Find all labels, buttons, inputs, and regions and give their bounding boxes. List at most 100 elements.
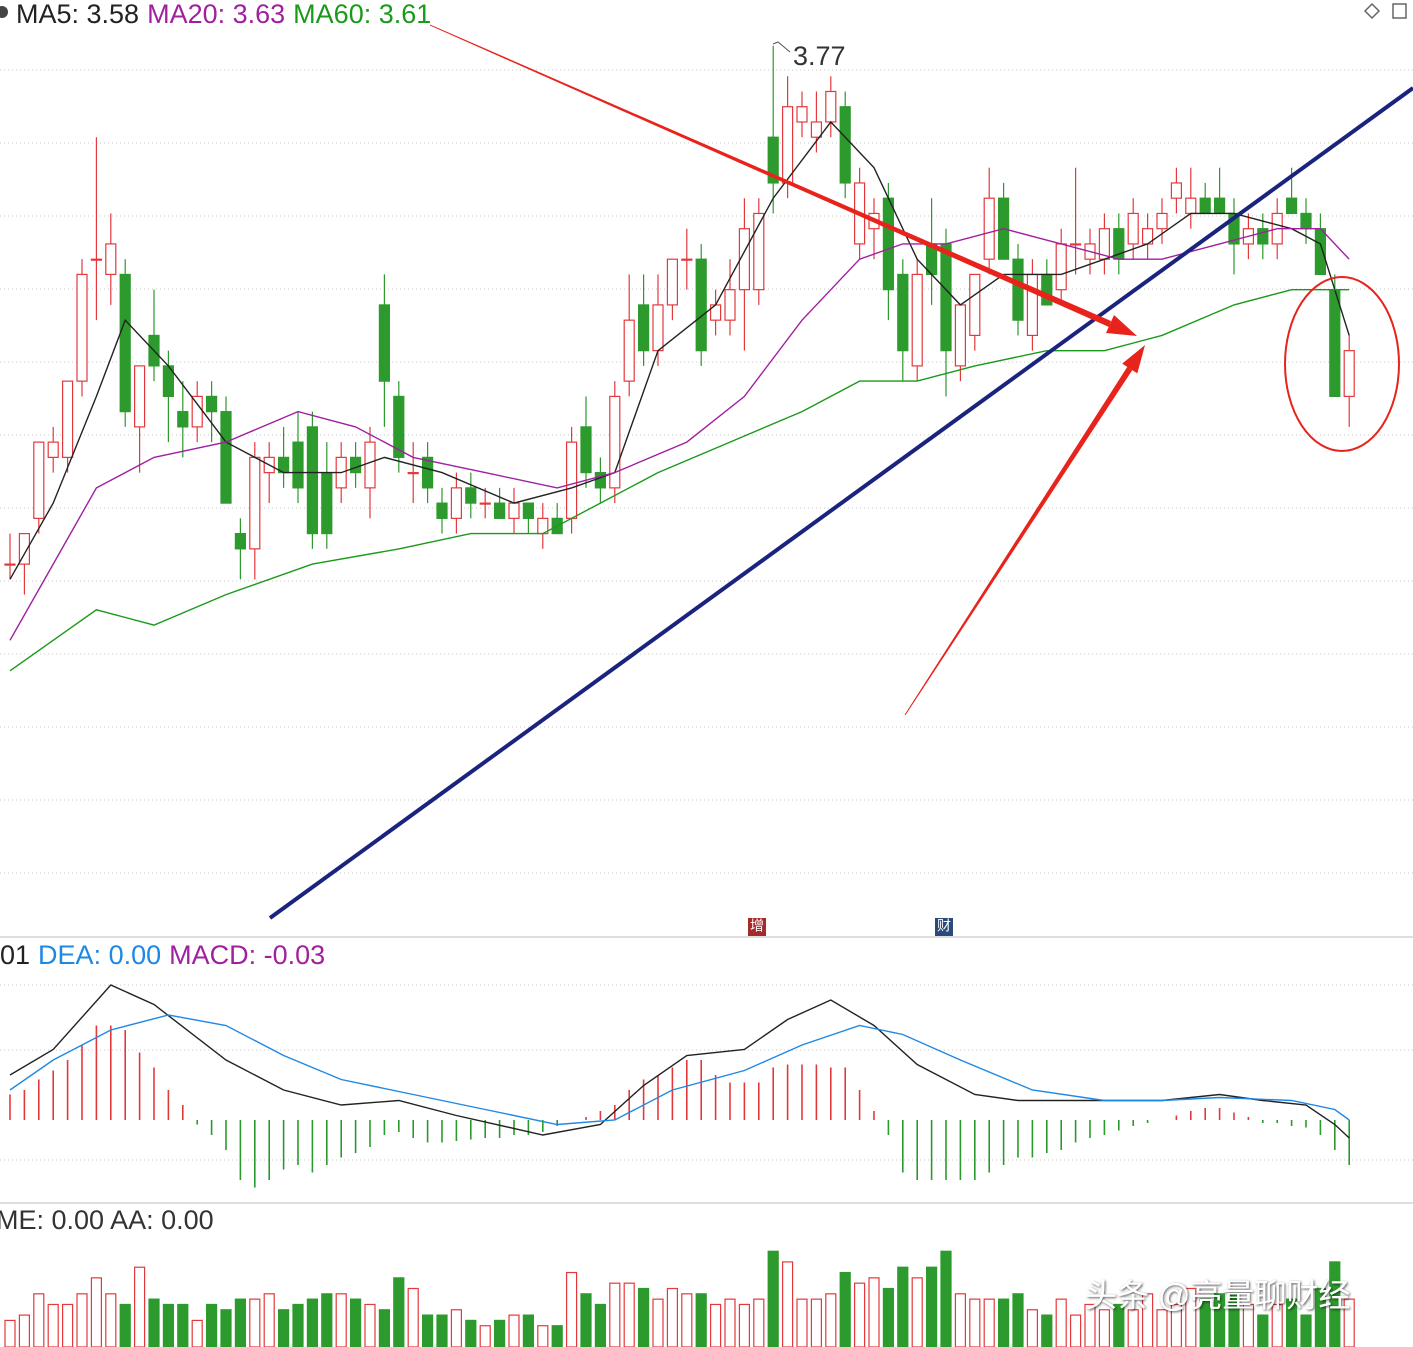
volume-bar <box>47 1303 59 1347</box>
candle-body <box>1012 258 1024 321</box>
candle-body <box>1026 273 1039 337</box>
volume-bar <box>1271 1303 1283 1347</box>
indicator-line <box>9 1014 1350 1126</box>
candle-body <box>767 136 779 184</box>
candle-body <box>897 273 909 352</box>
candle-body <box>76 273 88 382</box>
candle-body <box>954 304 967 367</box>
arrow-shaft <box>430 24 1111 327</box>
toolbar-icon[interactable] <box>1363 2 1381 20</box>
volume-bar <box>853 1282 866 1347</box>
volume-bar <box>350 1298 362 1347</box>
volume-bar <box>537 1325 549 1347</box>
candle-body <box>724 289 736 321</box>
volume-bar <box>321 1293 333 1347</box>
candle-body <box>983 197 995 260</box>
volume-bar <box>234 1298 246 1347</box>
volume-bar <box>1098 1309 1111 1347</box>
candle-body <box>1185 197 1197 215</box>
candle-body <box>364 441 376 489</box>
legend-entry: MACD: -0.03 <box>169 940 325 970</box>
candle-body <box>378 304 390 382</box>
volume-bar <box>522 1314 535 1347</box>
candle-body <box>134 365 146 428</box>
volume-bar <box>997 1298 1010 1347</box>
candle-body <box>522 502 535 519</box>
volume-bar <box>1170 1303 1183 1347</box>
volume-bar <box>1228 1293 1240 1347</box>
candle-body <box>1329 289 1341 397</box>
candle-body <box>1199 197 1211 215</box>
volume-bar <box>162 1303 174 1347</box>
indicator-line <box>9 289 1350 672</box>
candle-body <box>1156 212 1168 230</box>
candle-body <box>652 304 664 352</box>
volume-title: ME: 0.00 AA: 0.00 <box>0 1205 214 1235</box>
toolbar-icon[interactable] <box>1392 3 1407 19</box>
candle-body <box>234 533 246 550</box>
volume-bar <box>263 1293 275 1347</box>
candle-body <box>695 258 707 352</box>
indicator-line <box>9 227 1350 641</box>
candle-body <box>220 411 232 504</box>
candle-body <box>1069 243 1082 246</box>
volume-bar <box>119 1303 131 1347</box>
candle-body <box>61 380 74 458</box>
candle-body <box>580 426 592 474</box>
volume-bar <box>609 1282 621 1347</box>
candle-body <box>450 487 462 519</box>
volume-bar <box>292 1303 304 1347</box>
volume-bar <box>378 1309 390 1347</box>
candle-body <box>350 456 362 474</box>
volume-bar <box>1113 1303 1125 1347</box>
volume-bar <box>134 1266 146 1347</box>
volume-bar <box>33 1293 45 1347</box>
candle-body <box>623 319 635 382</box>
volume-bar <box>565 1271 578 1347</box>
volume-bar <box>206 1303 218 1347</box>
volume-bar <box>364 1303 376 1347</box>
volume-bar <box>1213 1293 1226 1347</box>
candle-body <box>940 243 952 352</box>
candle-body <box>738 228 751 291</box>
volume-bar <box>637 1287 650 1347</box>
candle-body <box>825 90 837 123</box>
event-marker-label: 财 <box>937 918 951 934</box>
indicator-icon <box>0 6 8 18</box>
watermark: 头条 @亮量聊财经 <box>1085 1277 1350 1313</box>
candle-body <box>206 395 218 413</box>
volume-bar <box>911 1277 923 1347</box>
volume-bar <box>249 1298 261 1347</box>
candle-body <box>306 426 318 535</box>
volume-bar <box>580 1293 592 1347</box>
arrow-shaft <box>904 366 1133 716</box>
volume-bar <box>220 1309 232 1347</box>
indicator-line <box>9 984 1350 1139</box>
volume-bar <box>940 1250 952 1347</box>
volume-bar <box>1041 1314 1053 1347</box>
candle-body <box>191 395 203 428</box>
volume-bar <box>1055 1298 1067 1347</box>
volume-bar <box>1026 1309 1039 1347</box>
candle-body <box>436 502 448 519</box>
candle-body <box>465 487 477 504</box>
candle-body <box>681 258 693 261</box>
volume-bar <box>508 1314 520 1347</box>
indicator-line <box>9 120 1350 580</box>
candle-body <box>565 441 578 519</box>
candle-body <box>119 273 131 413</box>
volume-bar <box>983 1298 995 1347</box>
event-marker[interactable] <box>935 918 953 936</box>
candle-body <box>911 273 923 367</box>
candle-body <box>594 472 607 489</box>
candle-body <box>249 456 261 550</box>
volume-bar <box>335 1293 347 1347</box>
legend-entry: 01 <box>0 940 30 970</box>
legend-entry: DEA: 0.00 <box>38 940 161 970</box>
trend-line <box>268 86 1413 920</box>
candle-body <box>1055 243 1067 291</box>
candle-body <box>422 456 434 489</box>
candle-body <box>1127 212 1139 245</box>
volume-bar <box>868 1277 880 1347</box>
event-marker[interactable] <box>748 918 766 936</box>
